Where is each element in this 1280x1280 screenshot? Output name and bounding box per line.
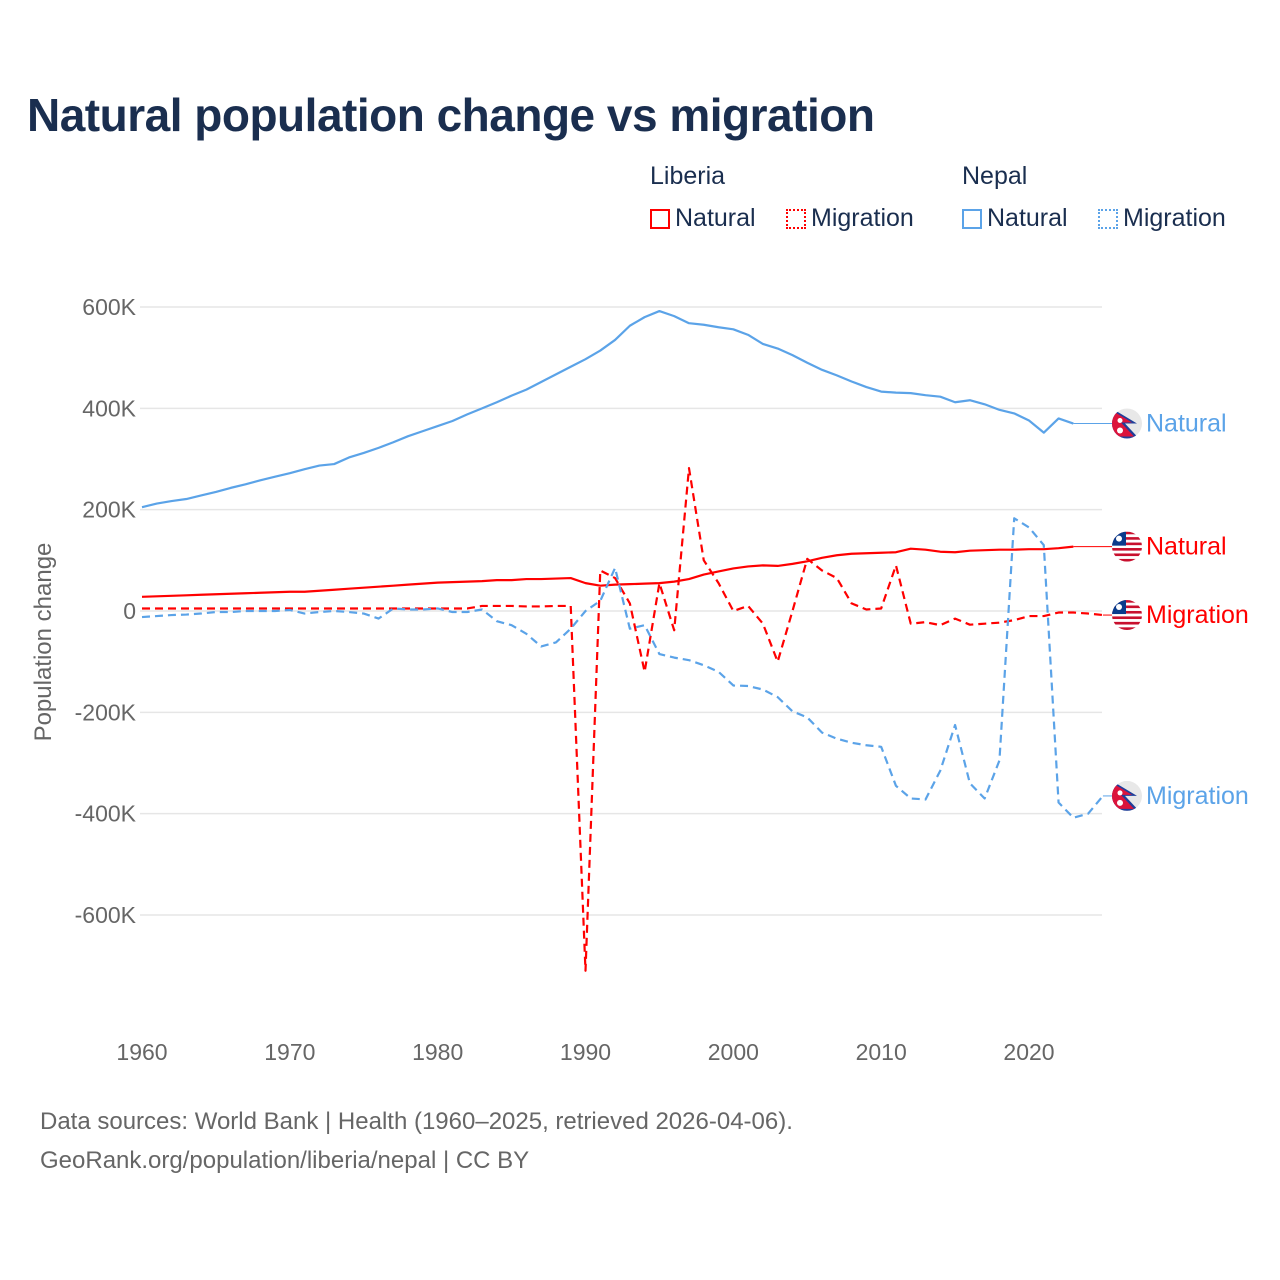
- series-end-label-nepal-natural: Natural: [1146, 410, 1227, 438]
- legend-item-nepal-migration[interactable]: Migration: [1098, 204, 1226, 233]
- legend-label: Migration: [1123, 204, 1226, 232]
- y-tick-label: -600K: [75, 902, 137, 928]
- y-tick-label: -400K: [75, 801, 137, 827]
- nepal-flag-icon: [1112, 408, 1142, 439]
- y-tick-label: 0: [123, 598, 136, 624]
- x-tick-label: 2010: [856, 1039, 907, 1065]
- y-tick-label: -200K: [75, 699, 137, 725]
- legend-heading: Liberia: [650, 162, 726, 190]
- series-line-nepal-natural: [141, 309, 1074, 509]
- series-line-liberia-migration: [142, 467, 1104, 972]
- footer-attribution: GeoRank.org/population/liberia/nepal | C…: [40, 1147, 530, 1174]
- x-tick-label: 2000: [708, 1039, 759, 1065]
- series-end-label-nepal-migration: Migration: [1146, 782, 1249, 810]
- chart-title: Natural population change vs migration: [27, 89, 875, 141]
- legend-label: Natural: [675, 204, 756, 232]
- x-tick-label: 1990: [560, 1039, 611, 1065]
- y-tick-label: 200K: [82, 497, 136, 523]
- series-end-label-liberia-migration: Migration: [1146, 601, 1249, 629]
- legend-swatch-solid: [962, 208, 982, 229]
- legend-swatch-solid: [650, 208, 670, 229]
- liberia-flag-icon: [1112, 531, 1142, 562]
- legend-item-liberia-natural[interactable]: Natural: [650, 204, 756, 233]
- y-tick-label: 400K: [82, 395, 136, 421]
- footer-sources: Data sources: World Bank | Health (1960–…: [40, 1108, 793, 1135]
- legend-item-nepal-natural[interactable]: Natural: [962, 204, 1068, 233]
- legend-swatch-dotted: [786, 208, 806, 229]
- nepal-flag-icon: [1112, 780, 1142, 811]
- liberia-flag-icon: [1112, 600, 1142, 631]
- legend-label: Migration: [811, 204, 914, 232]
- legend-swatch-dotted: [1098, 208, 1118, 229]
- series-end-label-liberia-natural: Natural: [1146, 533, 1227, 561]
- series-line-liberia-natural: [141, 545, 1074, 598]
- x-tick-label: 1970: [264, 1039, 315, 1065]
- x-tick-label: 1960: [116, 1039, 167, 1065]
- series-line-nepal-migration: [141, 517, 1104, 819]
- y-axis-label: Population change: [30, 543, 57, 742]
- legend-item-liberia-migration[interactable]: Migration: [786, 204, 914, 233]
- x-tick-label: 1980: [412, 1039, 463, 1065]
- legend-heading: Nepal: [962, 162, 1028, 190]
- x-tick-label: 2020: [1003, 1039, 1054, 1065]
- legend-label: Natural: [987, 204, 1068, 232]
- y-tick-label: 600K: [82, 294, 136, 320]
